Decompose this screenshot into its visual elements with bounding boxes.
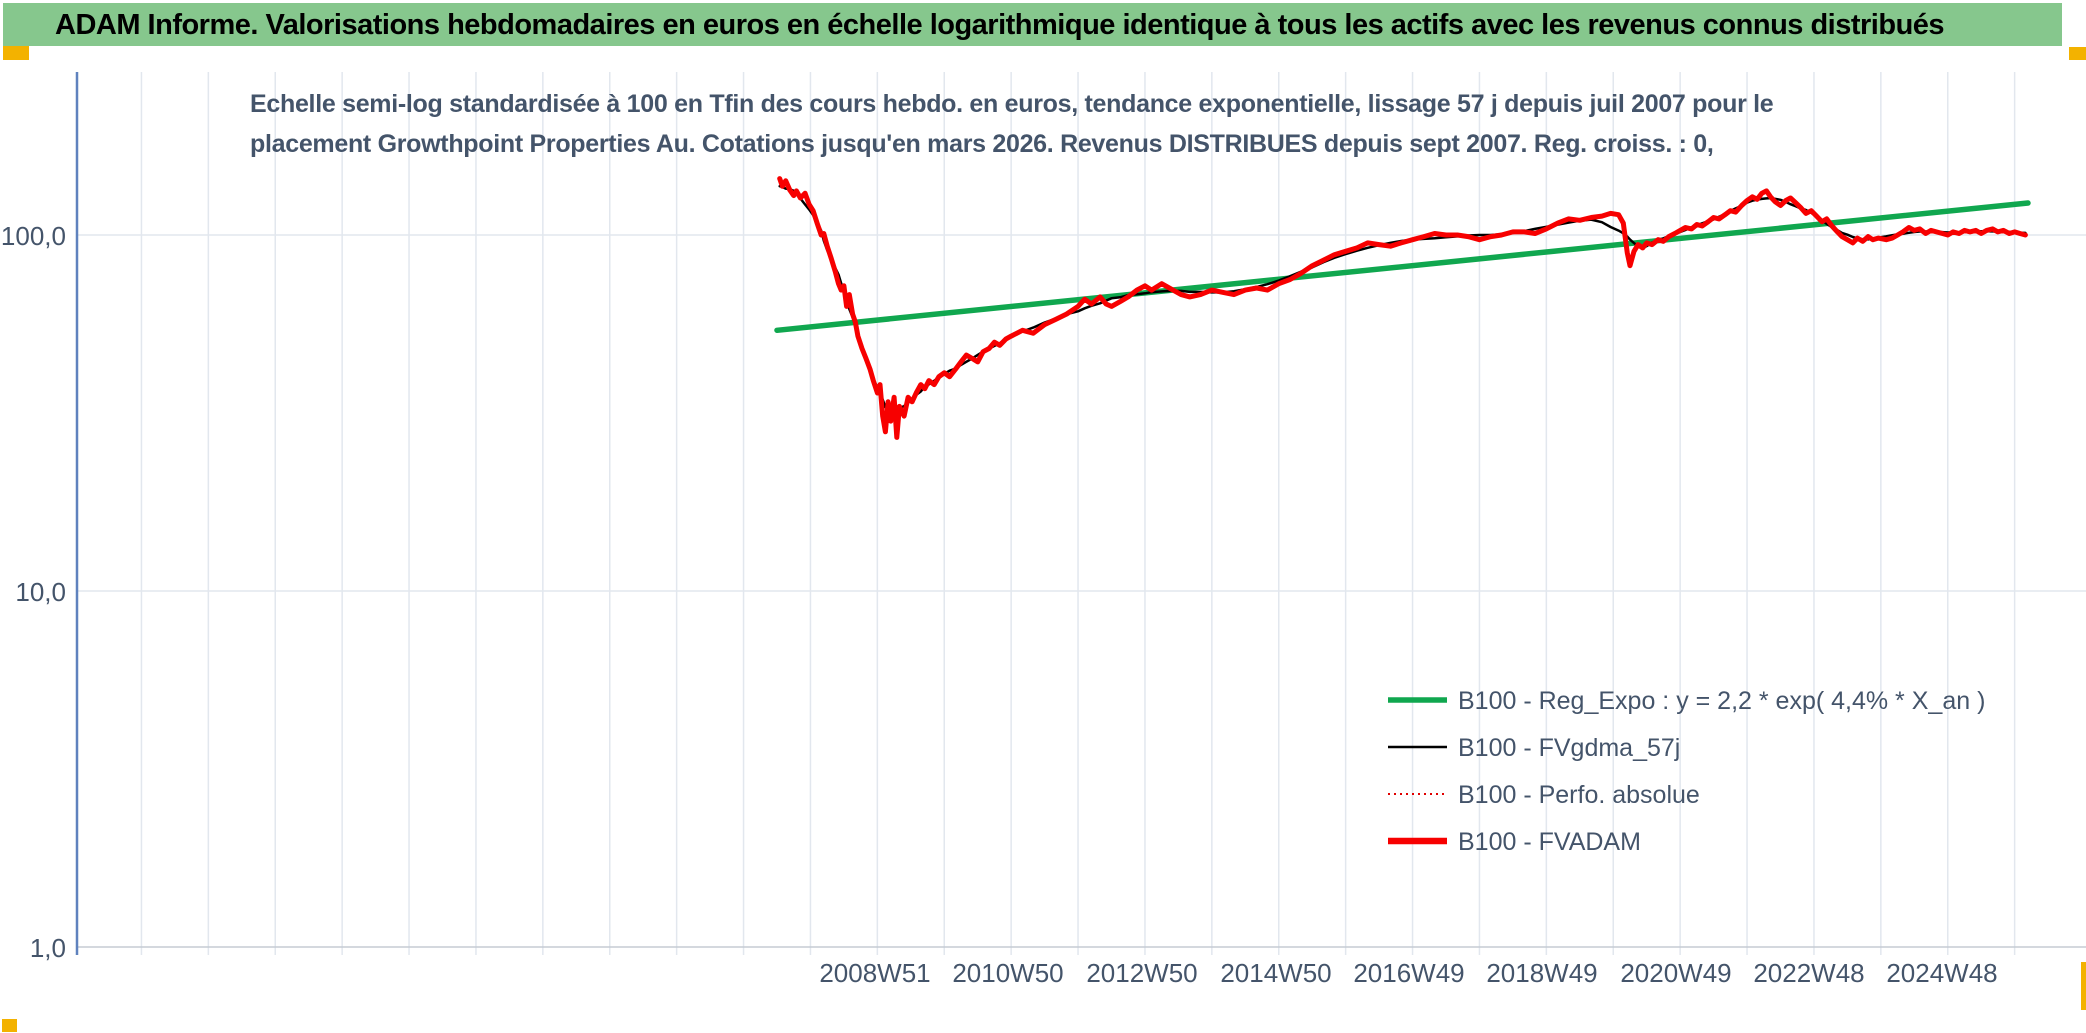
amber-accent-top-right — [2069, 47, 2086, 60]
series-fvadam-line — [777, 176, 2028, 440]
amber-accent-right-edge — [2081, 962, 2086, 1010]
x-axis-tick-2018w49: 2018W49 — [1486, 958, 1598, 988]
series-reg-expo-line — [774, 200, 2031, 334]
window-title-bar: ADAM Informe. Valorisations hebdomadaire… — [3, 3, 2062, 46]
y-axis-tick-10: 10,0 — [15, 577, 66, 607]
x-axis-tick-2016w49: 2016W49 — [1353, 958, 1465, 988]
y-axis-tick-1: 1,0 — [29, 933, 66, 963]
legend-label-fvgdma-57j: B100 - FVgdma_57j — [1458, 734, 1681, 762]
x-axis-tick-2020w49: 2020W49 — [1620, 958, 1732, 988]
amber-accent-top-left — [3, 46, 29, 60]
amber-accent-bottom-left — [2, 1019, 17, 1032]
legend-label-perfo-absolue: B100 - Perfo. absolue — [1458, 781, 1700, 809]
chart-title-line2: placement Growthpoint Properties Au. Cot… — [250, 130, 1714, 158]
legend-label-fvadam: B100 - FVADAM — [1458, 828, 1641, 856]
y-axis-tick-100: 100,0 — [0, 221, 66, 251]
x-axis-tick-2014w50: 2014W50 — [1220, 958, 1332, 988]
x-axis-tick-2024w48: 2024W48 — [1886, 958, 1998, 988]
x-axis-tick-2022w48: 2022W48 — [1753, 958, 1865, 988]
chart-title-line1: Echelle semi-log standardisée à 100 en T… — [250, 90, 1774, 118]
series-perfo-absolue-line — [778, 177, 2027, 439]
legend-label-reg-expo: B100 - Reg_Expo : y = 2,2 * exp( 4,4% * … — [1458, 687, 1986, 715]
x-axis-tick-2010w50: 2010W50 — [952, 958, 1064, 988]
x-axis-tick-2012w50: 2012W50 — [1086, 958, 1198, 988]
x-axis-tick-2008w51: 2008W51 — [819, 958, 931, 988]
